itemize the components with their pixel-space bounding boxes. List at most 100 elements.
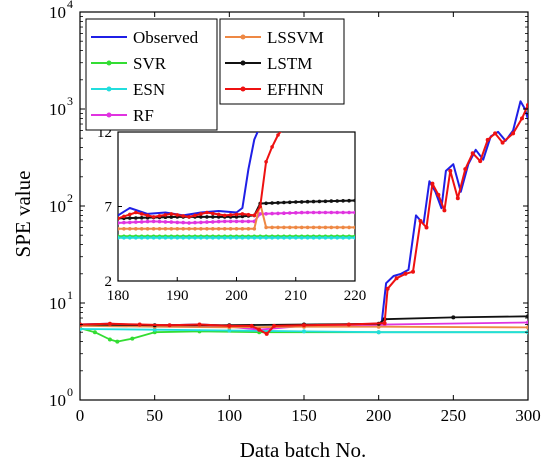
inset-point-efhnn <box>270 145 274 149</box>
inset-point-efhnn <box>199 212 203 216</box>
inset-point-lssvm <box>288 225 292 230</box>
inset-point-efhnn <box>193 213 197 218</box>
legend: Observed SVR ESN RF LSSVM LSTM EFHNN <box>85 18 345 131</box>
inset-point-rf <box>335 210 340 215</box>
inset-point-lssvm <box>305 225 310 230</box>
inset-point-lssvm <box>163 227 168 231</box>
inset-point-efhnn <box>240 212 245 216</box>
series-line-lssvm <box>80 325 528 329</box>
inset-point-lstm <box>276 201 280 205</box>
inset-point-rf <box>323 210 328 215</box>
inset-series-group <box>118 132 355 240</box>
series-point-efhnn-26 <box>478 159 483 164</box>
inset-point-efhnn <box>187 215 191 219</box>
series-point-rf-7 <box>526 320 528 325</box>
series-point-lstm-7 <box>526 314 528 319</box>
inset-point-lstm <box>234 215 239 219</box>
series-point-svr-4 <box>130 336 135 341</box>
inset-point-esn <box>134 236 138 240</box>
series-point-efhnn-27 <box>485 137 490 142</box>
legend-marker-rf <box>106 112 112 118</box>
inset-point-esn <box>169 236 174 240</box>
inset-point-rf <box>240 219 245 224</box>
inset-point-efhnn <box>246 212 251 217</box>
inset-point-efhnn <box>228 213 233 217</box>
inset-point-esn <box>145 236 150 240</box>
inset-point-esn <box>139 236 144 240</box>
inset-point-lssvm <box>353 225 355 230</box>
series-point-efhnn-14 <box>394 276 399 281</box>
inset-x-tick-label-200: 200 <box>225 288 248 304</box>
y-tick-exponent-0: 0 <box>67 385 73 399</box>
inset-point-lstm <box>294 200 298 204</box>
inset-point-lssvm <box>187 227 191 231</box>
inset-point-rf <box>228 219 233 224</box>
inset-point-rf <box>175 220 180 225</box>
inset-point-efhnn <box>211 211 215 216</box>
inset-point-esn <box>294 236 298 240</box>
inset-point-lssvm <box>216 227 221 231</box>
inset-point-lssvm <box>134 227 138 231</box>
inset-point-efhnn <box>157 214 162 218</box>
inset-point-efhnn <box>222 213 227 218</box>
inset-point-lssvm <box>246 227 251 231</box>
series-line-esn <box>80 328 528 334</box>
series-point-lstm-6 <box>451 315 456 320</box>
inset-point-esn <box>282 236 286 240</box>
inset-point-esn <box>187 236 191 240</box>
inset-point-lstm <box>128 216 132 220</box>
inset-point-esn <box>252 236 257 240</box>
x-tick-label-300: 300 <box>515 406 541 425</box>
inset-point-lssvm <box>264 225 268 230</box>
inset-point-rf <box>145 219 150 224</box>
inset-point-lssvm <box>335 225 340 230</box>
legend-marker-lstm <box>240 60 246 66</box>
inset-point-lssvm <box>234 227 239 231</box>
inset-point-rf <box>276 211 280 216</box>
x-tick-label-100: 100 <box>217 406 243 425</box>
inset-point-efhnn <box>145 213 150 218</box>
inset-point-lssvm <box>282 225 286 230</box>
legend-label-rf: RF <box>133 106 154 125</box>
inset-point-efhnn <box>216 212 221 217</box>
legend-label-lstm: LSTM <box>267 54 312 73</box>
inset-point-lssvm <box>139 227 144 231</box>
inset-point-lstm <box>299 200 304 204</box>
inset-point-rf <box>181 220 185 225</box>
inset-point-esn <box>122 236 126 240</box>
series-point-efhnn-2 <box>137 322 142 327</box>
series-point-efhnn-23 <box>455 196 460 201</box>
y-tick-label-2: 10 <box>49 197 66 216</box>
inset-point-rf <box>288 211 292 215</box>
inset-point-lstm <box>270 201 274 205</box>
legend-marker-esn <box>106 86 112 92</box>
inset-point-esn <box>341 236 345 240</box>
inset-point-lstm <box>169 215 174 219</box>
inset-point-esn <box>228 236 233 240</box>
inset-point-rf <box>222 219 227 224</box>
inset-point-efhnn <box>205 210 209 215</box>
inset-point-lssvm <box>317 225 322 230</box>
inset-point-esn <box>205 236 209 240</box>
inset-point-efhnn <box>163 213 168 217</box>
inset-point-esn <box>329 236 334 240</box>
inset-x-tick-label-190: 190 <box>166 288 189 304</box>
inset-point-lstm <box>199 215 203 219</box>
inset-point-esn <box>216 236 221 240</box>
inset-point-esn <box>317 236 322 240</box>
x-tick-label-150: 150 <box>291 406 317 425</box>
series-point-efhnn-9 <box>272 323 277 328</box>
series-point-efhnn-12 <box>382 321 387 326</box>
inset-point-lstm <box>139 216 144 220</box>
inset-point-efhnn <box>139 212 144 216</box>
series-point-efhnn-30 <box>511 131 516 136</box>
inset-point-lssvm <box>299 225 304 230</box>
inset-point-rf <box>163 220 168 224</box>
inset-point-rf <box>341 210 345 215</box>
inset-point-esn <box>222 236 227 240</box>
inset-point-esn <box>246 236 251 240</box>
y-tick-label-4: 10 <box>49 3 66 22</box>
inset-point-esn <box>240 236 245 240</box>
inset-point-lssvm <box>228 227 233 231</box>
inset-point-esn <box>276 236 280 240</box>
